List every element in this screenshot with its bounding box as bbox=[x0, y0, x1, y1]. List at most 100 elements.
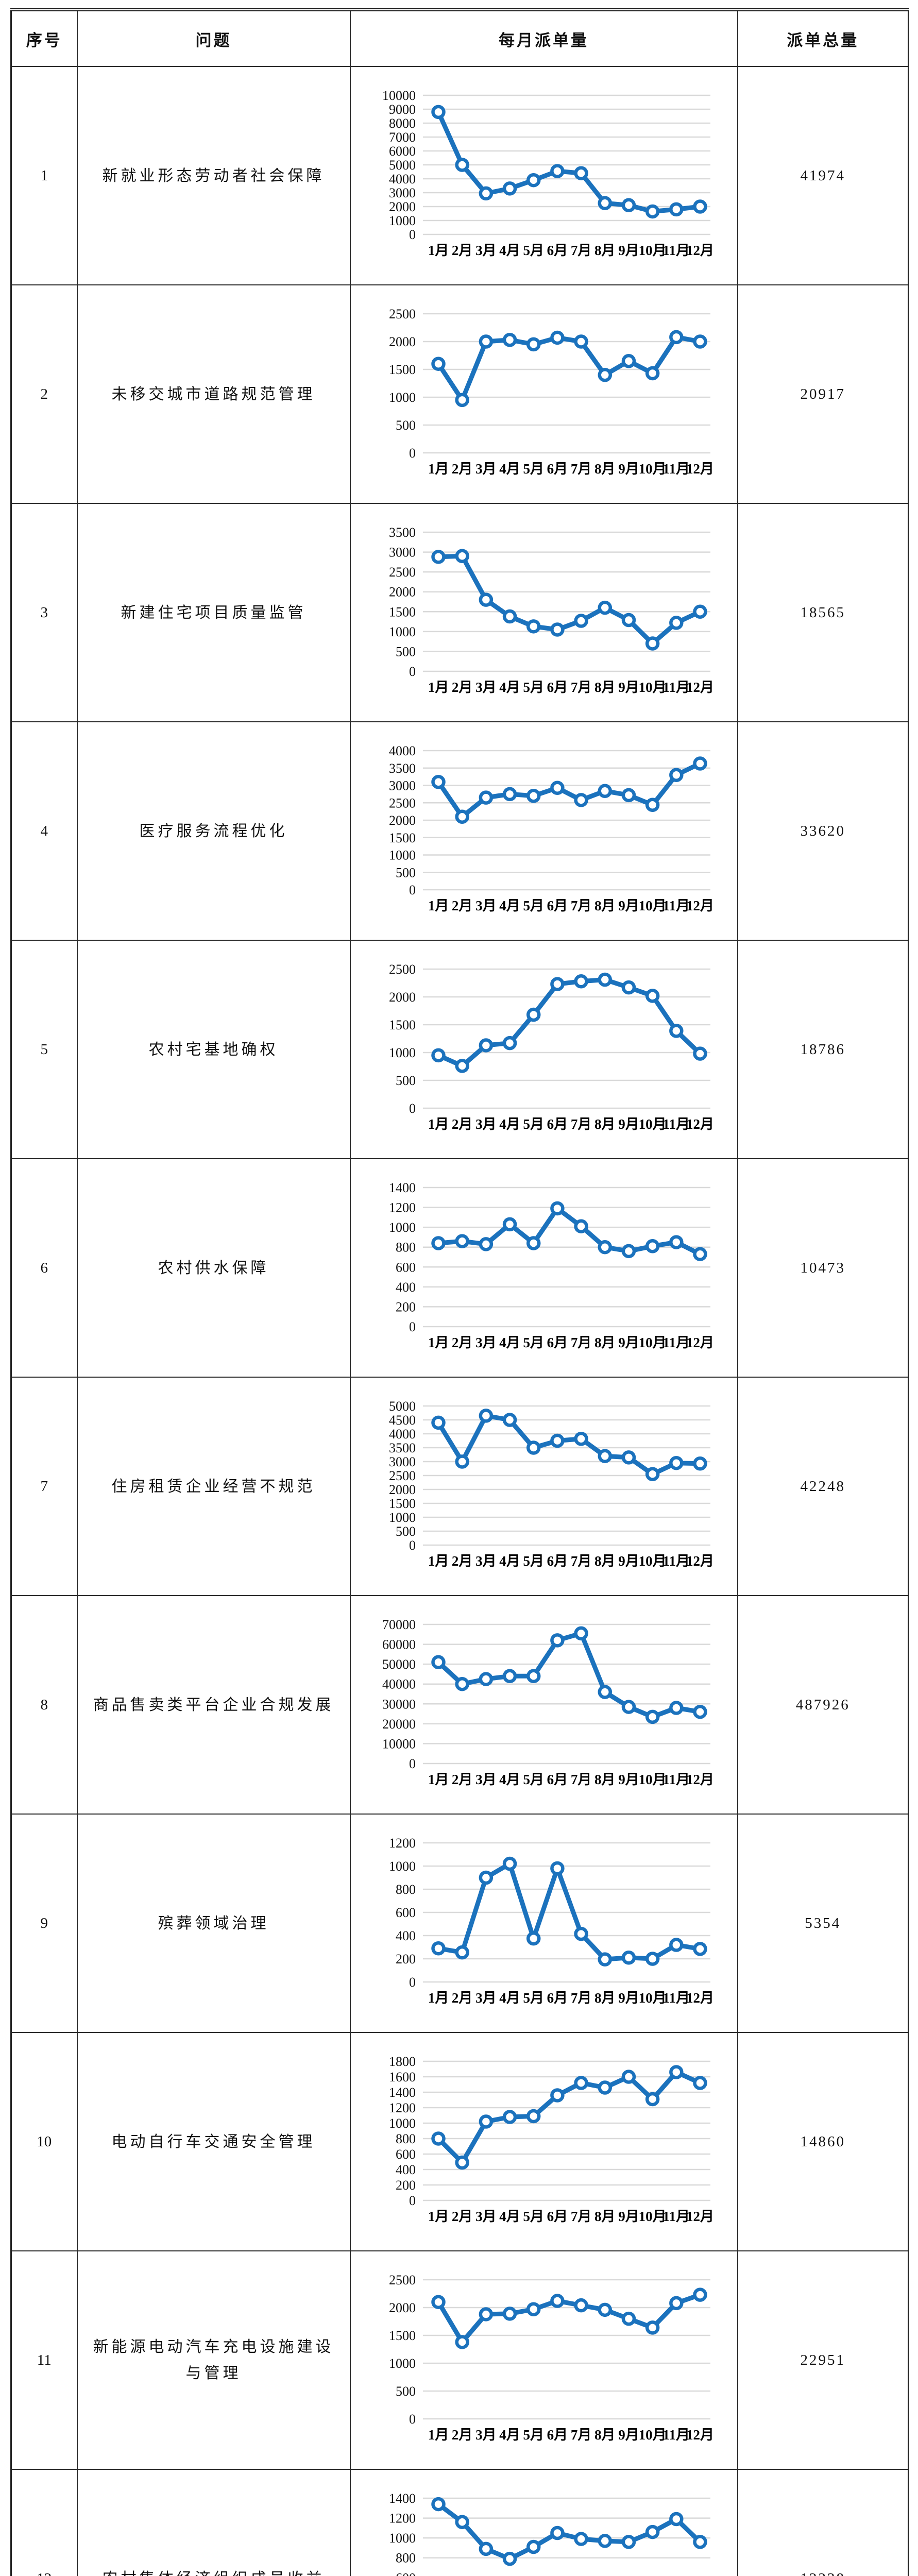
x-axis-month-label: 1月 bbox=[428, 1772, 449, 1787]
x-axis-month-label: 5月 bbox=[523, 1553, 544, 1569]
data-point-marker bbox=[526, 173, 540, 187]
x-axis-month-label: 3月 bbox=[475, 2209, 497, 2224]
data-point-marker bbox=[669, 2296, 684, 2310]
y-axis-tick-label: 400 bbox=[396, 1279, 416, 1294]
x-axis-month-label: 6月 bbox=[547, 1990, 568, 2006]
data-point-marker bbox=[431, 1941, 446, 1955]
data-point-marker bbox=[550, 976, 565, 991]
x-axis-month-label: 6月 bbox=[547, 1553, 568, 1569]
table-row: 4 医疗服务流程优化 4000 3500 3000 2500 2000 1500 1000 5… bbox=[10, 721, 909, 941]
x-axis-month-label: 10月 bbox=[638, 1772, 666, 1787]
data-point-marker bbox=[621, 1950, 636, 1964]
data-point-marker bbox=[573, 1218, 588, 1233]
x-axis-month-label: 1月 bbox=[428, 461, 449, 477]
y-axis-tick-label: 1400 bbox=[389, 2491, 416, 2506]
data-point-marker bbox=[645, 1951, 659, 1966]
data-point-marker bbox=[526, 2109, 540, 2123]
data-point-marker bbox=[502, 181, 517, 196]
x-axis-month-label: 2月 bbox=[451, 2427, 472, 2443]
data-point-marker bbox=[645, 2092, 659, 2106]
y-axis-tick-label: 0 bbox=[409, 1538, 416, 1553]
data-point-marker bbox=[502, 2551, 517, 2566]
x-axis-month-label: 7月 bbox=[570, 1553, 591, 1569]
data-point-marker bbox=[669, 768, 684, 782]
row-total: 41974 bbox=[737, 66, 909, 285]
data-point-marker bbox=[479, 1236, 493, 1251]
data-point-marker bbox=[454, 1058, 469, 1073]
y-axis-tick-label: 0 bbox=[409, 883, 416, 897]
x-axis-month-label: 12月 bbox=[686, 2427, 714, 2443]
data-point-marker bbox=[621, 1699, 636, 1714]
line-chart-svg: 14001200100080060040020001月2月3月4月5月6月7月8… bbox=[389, 2491, 710, 2576]
row-total: 10473 bbox=[737, 1158, 909, 1378]
y-axis-tick-label: 3500 bbox=[389, 760, 416, 775]
x-axis-month-label: 8月 bbox=[594, 898, 616, 913]
data-point-marker bbox=[598, 2302, 612, 2317]
y-axis-tick-label: 8000 bbox=[389, 116, 416, 131]
data-point-marker bbox=[621, 1450, 636, 1465]
x-axis-month-label: 11月 bbox=[662, 2209, 690, 2224]
row-index: 9 bbox=[10, 1814, 78, 2033]
x-axis-month-label: 10月 bbox=[638, 1116, 666, 1132]
table-body: 1 新就业形态劳动者社会保障 10000 9000 8000 7000 6000 5000… bbox=[10, 66, 909, 2576]
row-chart-cell: 1200 1000 800 600 400 200 0 1月 2月 3月 4月 5月 6月 7月 8月 9月 1… bbox=[349, 1814, 738, 2033]
y-axis-tick-label: 4000 bbox=[389, 743, 416, 758]
x-axis-month-label: 12月 bbox=[686, 1335, 714, 1350]
x-axis-month-label: 7月 bbox=[570, 243, 591, 258]
data-point-marker bbox=[550, 1861, 565, 1875]
row-index: 10 bbox=[10, 2032, 78, 2251]
x-axis-month-label: 6月 bbox=[547, 680, 568, 695]
x-axis-month-label: 7月 bbox=[570, 2427, 591, 2443]
data-point-marker bbox=[526, 2539, 540, 2554]
data-point-marker bbox=[526, 1669, 540, 1683]
x-axis-month-label: 3月 bbox=[475, 1990, 497, 2006]
x-axis-month-label: 3月 bbox=[475, 1772, 497, 1787]
data-point-marker bbox=[669, 615, 684, 630]
x-axis-month-label: 12月 bbox=[686, 1990, 714, 2006]
x-axis-month-label: 11月 bbox=[662, 243, 690, 258]
data-point-marker bbox=[502, 787, 517, 801]
x-axis-month-label: 6月 bbox=[547, 461, 568, 477]
x-axis-month-label: 9月 bbox=[618, 898, 639, 913]
x-axis-month-label: 7月 bbox=[570, 680, 591, 695]
data-point-marker bbox=[479, 2307, 493, 2321]
x-axis-month-label: 5月 bbox=[523, 1990, 544, 2006]
data-point-marker bbox=[645, 636, 659, 651]
x-axis-month-label: 12月 bbox=[686, 1553, 714, 1569]
y-axis-tick-label: 0 bbox=[409, 1319, 416, 1334]
x-axis-month-label: 12月 bbox=[686, 898, 714, 913]
data-point-marker bbox=[454, 393, 469, 407]
row-index: 3 bbox=[10, 503, 78, 722]
data-point-marker bbox=[479, 1671, 493, 1686]
row-chart-cell: 1800 1600 1400 1200 1000 800 600 400 200 0 1月 2月 3月 4… bbox=[349, 2032, 738, 2251]
x-axis-month-label: 5月 bbox=[523, 1772, 544, 1787]
y-axis-tick-label: 0 bbox=[409, 1975, 416, 1990]
data-point-marker bbox=[479, 334, 493, 349]
x-axis-month-label: 6月 bbox=[547, 243, 568, 258]
data-point-marker bbox=[573, 1431, 588, 1446]
table-row: 11 新能源电动汽车充电设施建设与管理 2500 2000 1500 1000 500 0… bbox=[10, 2250, 909, 2470]
x-axis-month-label: 12月 bbox=[686, 2209, 714, 2224]
data-point-marker bbox=[502, 1036, 517, 1050]
data-point-marker bbox=[621, 2311, 636, 2326]
row-index: 1 bbox=[10, 66, 78, 285]
data-line bbox=[436, 2501, 702, 2561]
data-point-marker bbox=[621, 980, 636, 994]
monthly-chart: 1200 1000 800 600 400 200 0 1月 2月 3月 4月 5月 6月 7月 8月 9月 1… bbox=[366, 1836, 722, 2019]
x-axis-month-label: 1月 bbox=[428, 243, 449, 258]
x-axis-month-label: 4月 bbox=[499, 1335, 520, 1350]
row-issue: 医疗服务流程优化 bbox=[76, 721, 351, 941]
y-axis-tick-label: 0 bbox=[409, 2193, 416, 2208]
col-header-issue: 问题 bbox=[76, 9, 351, 67]
y-axis-tick-label: 4000 bbox=[389, 172, 416, 187]
y-axis-tick-label: 600 bbox=[396, 2147, 416, 2162]
data-line bbox=[436, 553, 702, 646]
x-axis-month-label: 10月 bbox=[638, 243, 666, 258]
x-axis-month-label: 7月 bbox=[570, 1116, 591, 1132]
x-axis-month-label: 1月 bbox=[428, 898, 449, 913]
row-issue: 未移交城市道路规范管理 bbox=[76, 284, 351, 504]
row-total: 487926 bbox=[737, 1595, 909, 1815]
y-axis-tick-label: 1000 bbox=[389, 1045, 416, 1060]
row-index: 4 bbox=[10, 721, 78, 941]
